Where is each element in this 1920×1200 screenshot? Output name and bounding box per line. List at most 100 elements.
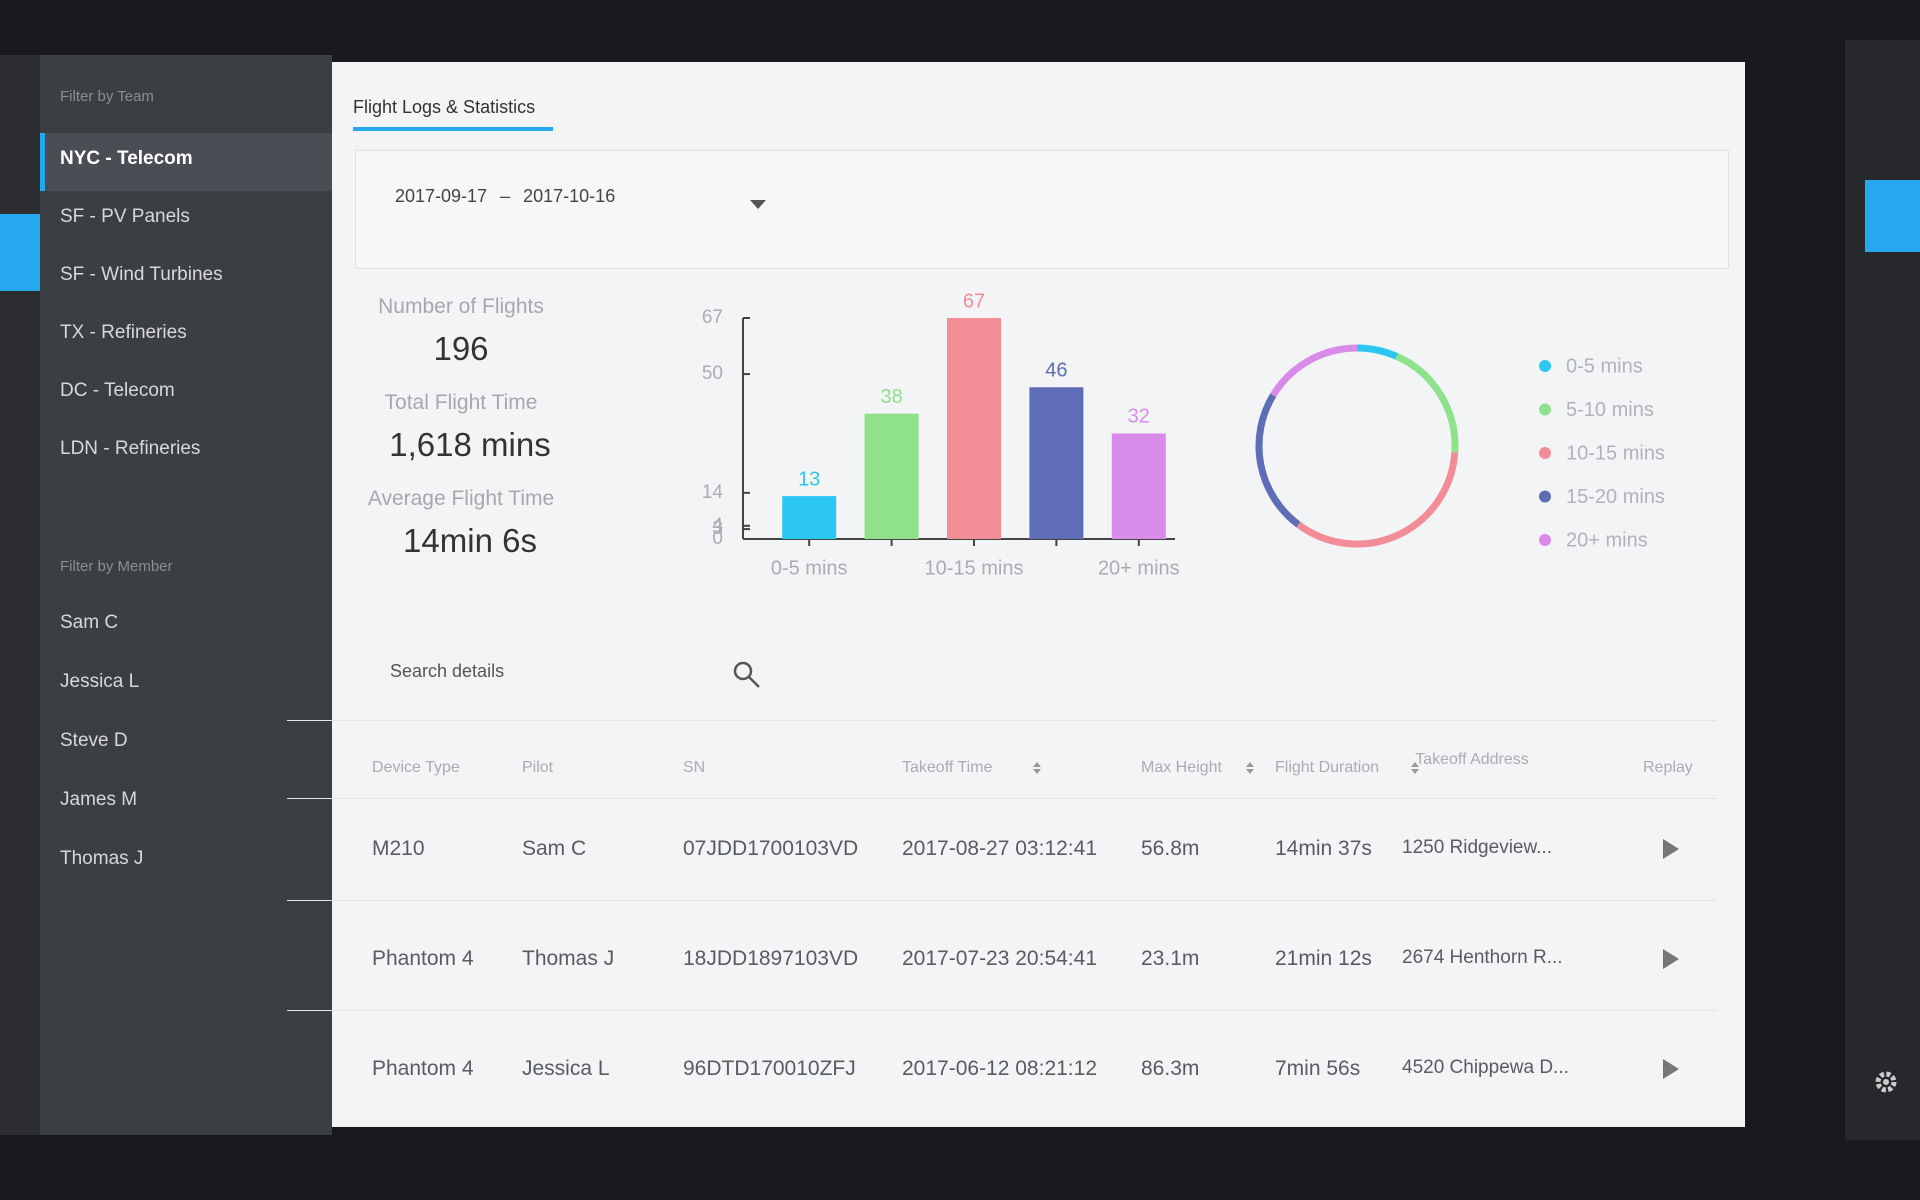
table-cell: Thomas J bbox=[522, 947, 615, 970]
table-cell: 7min 56s bbox=[1275, 1057, 1361, 1080]
selected-team-bg bbox=[40, 133, 332, 191]
bar bbox=[947, 318, 1001, 539]
table-cell: 14min 37s bbox=[1275, 837, 1372, 860]
legend-marker bbox=[1539, 534, 1551, 546]
table-cell: 86.3m bbox=[1141, 1057, 1200, 1080]
stat-value: 196 bbox=[433, 330, 489, 367]
member-filter-label: Filter by Member bbox=[60, 558, 173, 575]
column-header[interactable]: Max Height bbox=[1141, 759, 1222, 776]
bar bbox=[1029, 387, 1084, 539]
member-item[interactable]: Sam C bbox=[60, 612, 119, 633]
member-item[interactable]: Steve D bbox=[60, 730, 128, 751]
bar-value-label: 38 bbox=[880, 386, 902, 408]
team-item[interactable]: NYC - Telecom bbox=[60, 148, 193, 169]
main-panel: Flight Logs & Statistics 2017-09-17 – 20… bbox=[287, 62, 1745, 1127]
search-input[interactable]: Search details bbox=[390, 661, 505, 681]
team-item[interactable]: SF - Wind Turbines bbox=[60, 264, 223, 285]
divider bbox=[287, 720, 1717, 721]
legend-label: 0-5 mins bbox=[1566, 355, 1643, 377]
legend-label: 5-10 mins bbox=[1566, 399, 1654, 421]
bar-value-label: 13 bbox=[798, 468, 820, 490]
tab-underline bbox=[353, 127, 553, 131]
y-tick-label: 0 bbox=[712, 528, 723, 549]
team-item[interactable]: LDN - Refineries bbox=[60, 438, 201, 459]
member-item[interactable]: Thomas J bbox=[60, 848, 144, 869]
table-cell: 2017-06-12 08:21:12 bbox=[902, 1057, 1097, 1080]
column-header: Device Type bbox=[372, 759, 460, 776]
legend-marker bbox=[1539, 403, 1551, 416]
legend-label: 15-20 mins bbox=[1566, 486, 1665, 508]
date-separator: – bbox=[500, 186, 511, 206]
bar bbox=[782, 496, 837, 539]
bar-value-label: 32 bbox=[1128, 406, 1150, 428]
stat-label: Average Flight Time bbox=[367, 487, 555, 510]
table-cell: 23.1m bbox=[1141, 947, 1200, 970]
y-tick-label: 14 bbox=[702, 482, 724, 503]
legend-marker bbox=[1539, 360, 1551, 372]
member-item[interactable]: James M bbox=[60, 789, 138, 810]
replay-button[interactable] bbox=[1663, 1059, 1679, 1079]
tab[interactable]: Flight Logs & Statistics bbox=[353, 97, 536, 117]
donut-segment bbox=[1296, 452, 1459, 548]
member-item[interactable]: Jessica L bbox=[60, 671, 140, 692]
column-header[interactable]: Flight Duration bbox=[1275, 759, 1380, 776]
legend-label: 10-15 mins bbox=[1566, 442, 1665, 464]
date-end: 2017-10-16 bbox=[523, 186, 616, 206]
date-box[interactable] bbox=[355, 150, 1729, 269]
column-header: Replay bbox=[1643, 759, 1693, 776]
table-cell: 2017-08-27 03:12:41 bbox=[902, 837, 1097, 860]
table-cell: 18JDD1897103VD bbox=[683, 947, 859, 970]
selected-indicator bbox=[40, 133, 45, 191]
icon-rail bbox=[0, 55, 40, 1135]
sort-icon[interactable] bbox=[1410, 761, 1420, 775]
stat-value: 1,618 mins bbox=[389, 426, 551, 463]
team-filter-label: Filter by Team bbox=[60, 88, 154, 105]
date-range[interactable]: 2017-09-17 – 2017-10-16 bbox=[395, 186, 615, 207]
settings-icon[interactable] bbox=[1872, 1068, 1900, 1096]
y-tick-label: 3 bbox=[712, 518, 723, 539]
donut-segment bbox=[1270, 344, 1358, 398]
sidebar: Filter by Team NYC - Telecom SF - PV Panel… bbox=[40, 55, 332, 1135]
replay-button[interactable] bbox=[1663, 839, 1679, 859]
table-cell: Phantom 4 bbox=[372, 947, 474, 970]
donut-segment bbox=[1356, 344, 1399, 360]
active-icon[interactable] bbox=[1865, 180, 1920, 252]
dropdown-arrow[interactable] bbox=[750, 200, 766, 210]
team-item[interactable]: SF - PV Panels bbox=[60, 206, 190, 227]
sort-icon[interactable] bbox=[1245, 761, 1255, 775]
table-cell: 2017-07-23 20:54:41 bbox=[902, 947, 1097, 970]
active-icon[interactable] bbox=[0, 214, 40, 291]
donut-segment bbox=[1395, 353, 1459, 453]
stat-value: 14min 6s bbox=[403, 522, 537, 559]
y-tick-label: 67 bbox=[702, 307, 723, 328]
legend-label: 20+ mins bbox=[1566, 529, 1648, 551]
legend-marker bbox=[1539, 490, 1551, 503]
y-tick-label: 50 bbox=[702, 363, 723, 384]
x-tick-label: 20+ mins bbox=[1098, 557, 1180, 579]
table-cell: 21min 12s bbox=[1275, 947, 1372, 970]
stat-label: Total Flight Time bbox=[384, 391, 538, 414]
legend-marker bbox=[1539, 447, 1551, 459]
column-header[interactable]: Takeoff Time bbox=[902, 759, 993, 776]
x-tick-label: 10-15 mins bbox=[925, 557, 1024, 579]
table-cell: 4520 Chippewa D... bbox=[1402, 1057, 1569, 1078]
stat-label: Number of Flights bbox=[378, 295, 544, 318]
sort-icon[interactable] bbox=[1032, 761, 1042, 775]
table-cell: 1250 Ridgeview... bbox=[1402, 837, 1552, 858]
table-cell: Jessica L bbox=[522, 1057, 610, 1080]
bar bbox=[1111, 433, 1166, 539]
row-divider bbox=[287, 900, 1717, 901]
search-icon[interactable] bbox=[732, 660, 762, 690]
column-header: SN bbox=[683, 759, 706, 776]
table-cell: 56.8m bbox=[1141, 837, 1200, 860]
bar-value-label: 67 bbox=[963, 290, 985, 312]
team-item[interactable]: DC - Telecom bbox=[60, 380, 175, 401]
y-tick-label: 4 bbox=[712, 515, 723, 536]
donut-segment bbox=[1255, 393, 1301, 528]
replay-button[interactable] bbox=[1663, 949, 1679, 969]
team-item[interactable]: TX - Refineries bbox=[60, 322, 187, 343]
table-cell: 96DTD170010ZFJ bbox=[683, 1057, 856, 1080]
table-cell: 2674 Henthorn R... bbox=[1402, 947, 1563, 968]
